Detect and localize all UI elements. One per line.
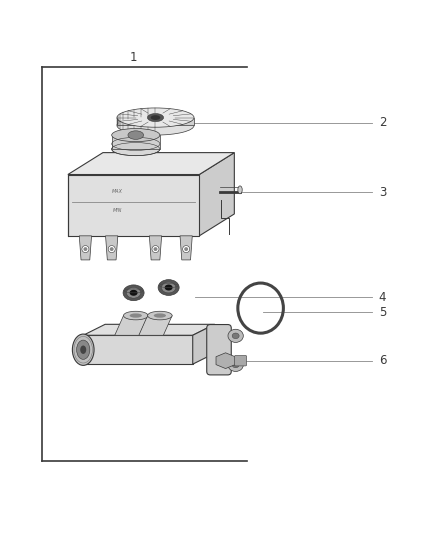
Ellipse shape — [112, 128, 160, 142]
Ellipse shape — [123, 285, 144, 301]
Ellipse shape — [82, 246, 89, 253]
Ellipse shape — [108, 246, 115, 253]
Ellipse shape — [184, 247, 188, 251]
Ellipse shape — [124, 311, 148, 320]
Ellipse shape — [162, 282, 176, 293]
Polygon shape — [117, 118, 194, 125]
Ellipse shape — [152, 246, 159, 253]
Ellipse shape — [183, 246, 190, 253]
Ellipse shape — [117, 116, 194, 135]
Ellipse shape — [130, 313, 142, 318]
Ellipse shape — [165, 285, 173, 290]
Polygon shape — [68, 174, 199, 236]
Text: 2: 2 — [379, 116, 386, 130]
Ellipse shape — [232, 362, 239, 368]
Ellipse shape — [112, 142, 160, 156]
Polygon shape — [83, 335, 193, 364]
Ellipse shape — [228, 358, 244, 372]
Ellipse shape — [238, 186, 242, 194]
Polygon shape — [149, 236, 162, 260]
FancyBboxPatch shape — [207, 325, 231, 375]
Ellipse shape — [232, 333, 239, 338]
Text: 6: 6 — [379, 354, 386, 367]
Polygon shape — [115, 316, 148, 335]
Polygon shape — [68, 152, 234, 174]
Ellipse shape — [158, 280, 179, 295]
Polygon shape — [106, 236, 118, 260]
Text: MIN: MIN — [113, 208, 123, 213]
Ellipse shape — [72, 334, 94, 366]
Ellipse shape — [130, 290, 138, 296]
Ellipse shape — [154, 313, 166, 318]
Polygon shape — [79, 236, 92, 260]
Text: 1: 1 — [130, 51, 138, 64]
Ellipse shape — [117, 108, 194, 127]
Polygon shape — [112, 135, 160, 149]
Ellipse shape — [128, 131, 144, 139]
Polygon shape — [216, 353, 235, 368]
Polygon shape — [139, 316, 172, 335]
Ellipse shape — [127, 287, 141, 298]
Text: MAX: MAX — [112, 189, 124, 193]
Text: 5: 5 — [379, 306, 386, 319]
Ellipse shape — [148, 311, 172, 320]
Polygon shape — [180, 236, 192, 260]
Ellipse shape — [83, 247, 87, 251]
Ellipse shape — [148, 114, 163, 122]
Polygon shape — [193, 324, 215, 364]
FancyBboxPatch shape — [234, 356, 247, 366]
Ellipse shape — [77, 340, 90, 359]
Ellipse shape — [228, 329, 244, 342]
Ellipse shape — [80, 345, 86, 354]
Polygon shape — [83, 324, 215, 335]
Ellipse shape — [110, 247, 114, 251]
Ellipse shape — [151, 115, 160, 120]
Text: 4: 4 — [379, 290, 386, 304]
Polygon shape — [199, 152, 234, 236]
Ellipse shape — [153, 247, 158, 251]
Text: 3: 3 — [379, 185, 386, 198]
